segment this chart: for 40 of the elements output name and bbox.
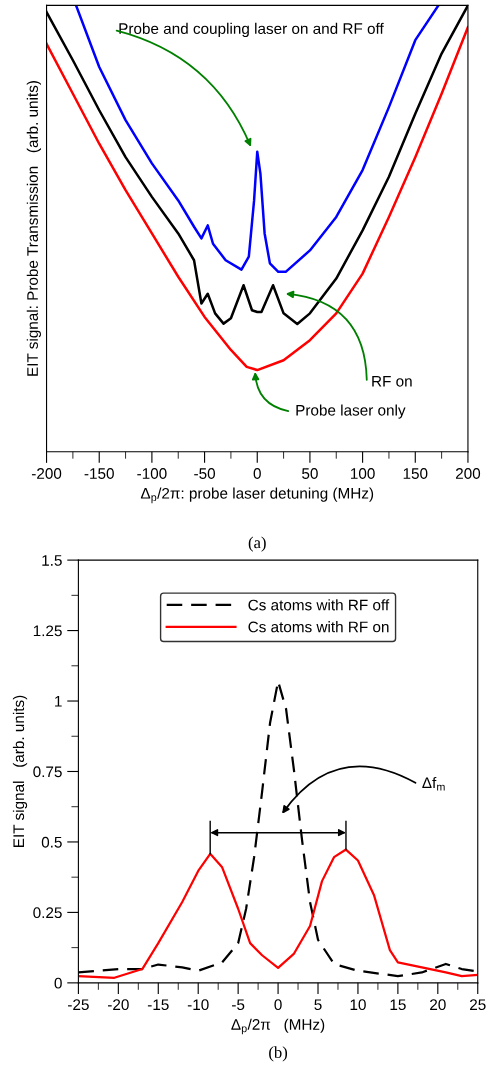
annotation: RF on <box>372 375 412 387</box>
y-tick-label: 1 <box>55 696 62 707</box>
x-tick-label: 25 <box>470 999 486 1011</box>
legend-label: Cs atoms with RF off <box>248 599 390 611</box>
x-tick-label: 5 <box>314 999 322 1011</box>
y-tick-label: 1.5 <box>42 555 62 566</box>
x-tick-label: 0 <box>274 999 282 1011</box>
x-tick-label: -15 <box>147 999 169 1011</box>
x-tick-label: 150 <box>403 468 428 479</box>
x-tick-label: -200 <box>31 468 62 479</box>
x-axis-title: Δ$_{p}$/2π (MHz) <box>231 1018 325 1035</box>
x-tick-label: 20 <box>430 999 446 1011</box>
line-series <box>78 848 478 979</box>
y-tick-label: 0.25 <box>33 907 62 919</box>
y-axis-title: EIT signal: Probe Transmission (arb. units) <box>26 81 41 376</box>
y-axis-title: EIT signal (arb. units) <box>12 695 28 847</box>
annotation: Probe and coupling laser on and RF off <box>119 22 384 38</box>
annotation: Probe laser only <box>296 404 406 419</box>
x-tick-label: 10 <box>350 999 366 1011</box>
legend-label: Cs atoms with RF on <box>248 621 389 633</box>
text: (b) <box>269 1046 288 1062</box>
x-tick-label: 200 <box>455 468 481 479</box>
x-tick-label: 100 <box>351 468 375 479</box>
x-tick-label: -10 <box>187 999 209 1011</box>
x-tick-label: -100 <box>137 468 167 479</box>
y-tick-label: 0.75 <box>33 766 62 778</box>
x-tick-label: 50 <box>302 468 318 479</box>
x-tick-label: -5 <box>232 999 245 1011</box>
x-tick-label: -20 <box>107 999 129 1011</box>
x-tick-label: 15 <box>390 999 406 1011</box>
x-axis-title: Δ$_{p}$/2π: probe laser detuning (MHz) <box>140 487 374 504</box>
y-tick-label: 1.25 <box>33 625 62 637</box>
annotation: Δf$_{m}$ <box>422 776 445 791</box>
x-tick-label: -50 <box>194 468 216 479</box>
x-tick-label: 0 <box>253 468 261 479</box>
y-tick-label: 0.5 <box>41 836 62 848</box>
y-tick-label: 0 <box>54 977 62 989</box>
text: (a) <box>248 536 266 552</box>
x-tick-label: -25 <box>68 999 89 1011</box>
x-tick-label: -150 <box>84 468 114 479</box>
